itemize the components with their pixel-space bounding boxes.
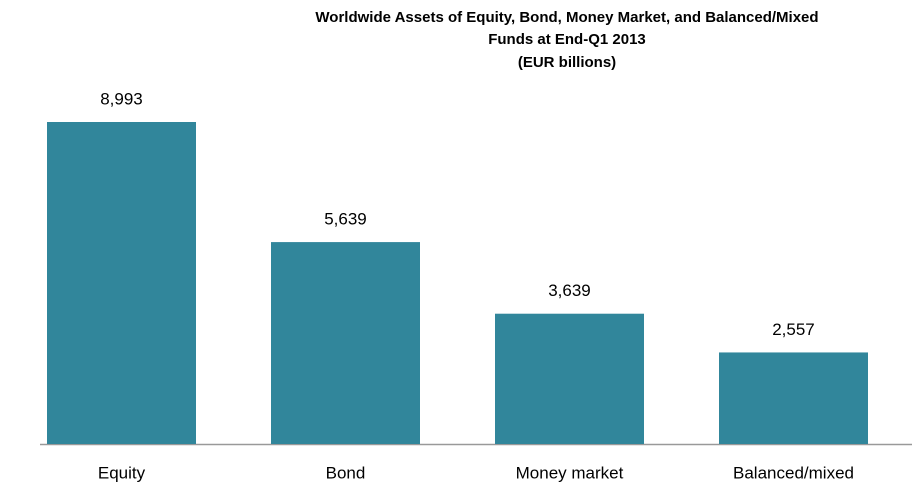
- x-tick-label: Equity: [98, 463, 146, 482]
- bar: [47, 122, 196, 444]
- data-label: 3,639: [548, 281, 591, 300]
- chart-title: Worldwide Assets of Equity, Bond, Money …: [315, 9, 818, 26]
- data-label: 8,993: [100, 89, 143, 108]
- x-tick-label: Bond: [326, 463, 366, 482]
- x-tick-label: Balanced/mixed: [733, 463, 854, 482]
- chart-subtitle: (EUR billions): [518, 54, 616, 71]
- data-label: 5,639: [324, 210, 367, 229]
- bar: [719, 352, 868, 444]
- data-label: 2,557: [772, 320, 815, 339]
- bar: [495, 313, 644, 444]
- chart-title: Funds at End-Q1 2013: [488, 31, 646, 48]
- bar: [271, 242, 420, 444]
- x-tick-label: Money market: [516, 463, 624, 482]
